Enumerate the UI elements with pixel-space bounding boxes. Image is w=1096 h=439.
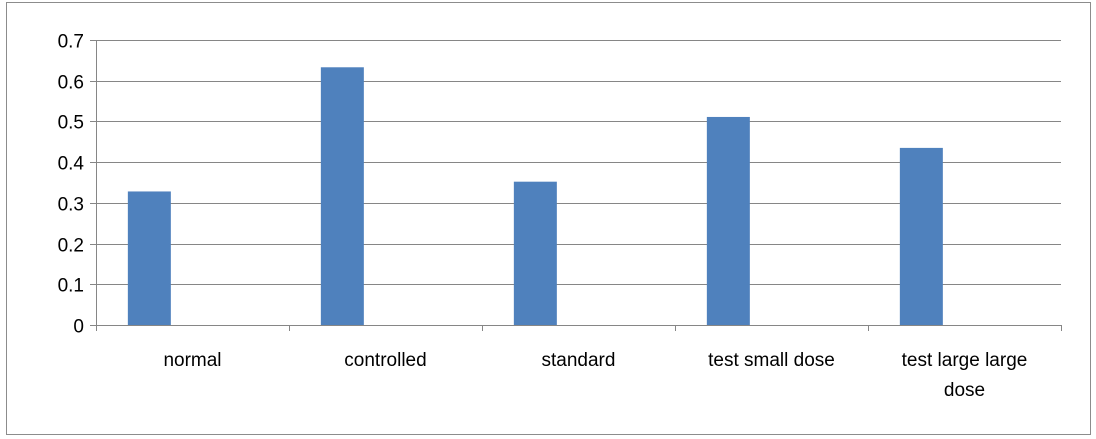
y-tick-label: 0.4 [58,154,85,175]
y-tick-label: 0.6 [58,73,84,94]
bars [127,67,943,326]
axes [90,40,1062,331]
y-tick-label: 0.5 [58,113,84,134]
y-tick-label: 0.7 [58,32,84,53]
y-tick-label: 0 [73,317,84,338]
y-tick-label: 0.1 [58,276,84,297]
bar [706,116,750,325]
y-tick-label: 0.2 [58,236,84,257]
x-axis-labels: normal controlled standard test small dose t… [163,350,1027,401]
bar [127,191,171,325]
x-tick-label: test small dose [708,350,835,371]
y-axis-labels: 0 0.1 0.2 0.3 0.4 0.5 0.6 0.7 [58,32,85,338]
y-tick-label: 0.3 [58,195,84,216]
x-tick-label: dose [944,380,985,401]
gridlines [96,40,1061,285]
x-tick-label: standard [542,350,616,371]
bar [513,181,557,325]
x-tick-label: controlled [344,350,426,371]
bar-chart: 0 0.1 0.2 0.3 0.4 0.5 0.6 0.7 normal controlled s… [58,32,1062,401]
chart-area: 0 0.1 0.2 0.3 0.4 0.5 0.6 0.7 normal controlled s… [6,2,1091,435]
x-tick-label: test large large [902,350,1028,371]
bar [899,147,943,325]
x-tick-label: normal [163,350,221,371]
bar [320,67,364,326]
